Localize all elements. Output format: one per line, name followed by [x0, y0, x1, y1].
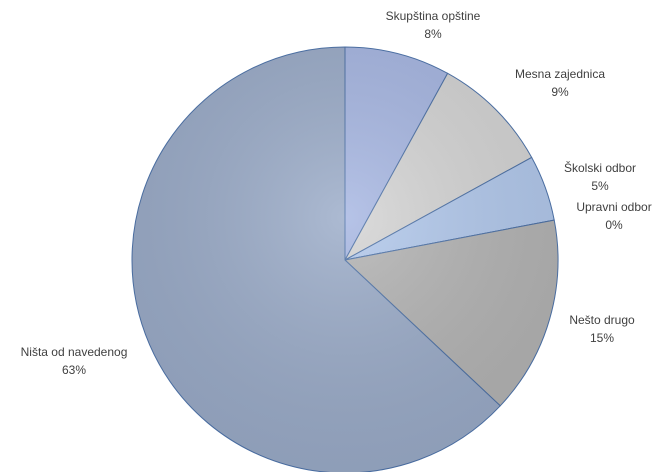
slice-label: Mesna zajednica: [515, 67, 605, 81]
slice-value-label: 15%: [590, 331, 614, 345]
slice-value-label: 9%: [551, 85, 569, 99]
pie-labels: Skupština opštine 8% Mesna zajednica 9% Škol…: [21, 9, 652, 377]
pie-slices: [131, 46, 559, 472]
slice-label: Upravni odbor: [576, 200, 651, 214]
slice-value-label: 8%: [424, 27, 442, 41]
slice-label: Skupština opštine: [386, 9, 481, 23]
slice-value-label: 63%: [62, 363, 86, 377]
slice-label: Nešto drugo: [569, 313, 635, 327]
slice-value-label: 0%: [605, 218, 623, 232]
slice-label: Školski odbor: [564, 160, 636, 175]
slice-value-label: 5%: [591, 179, 609, 193]
slice-label: Ništa od navedenog: [21, 345, 128, 359]
